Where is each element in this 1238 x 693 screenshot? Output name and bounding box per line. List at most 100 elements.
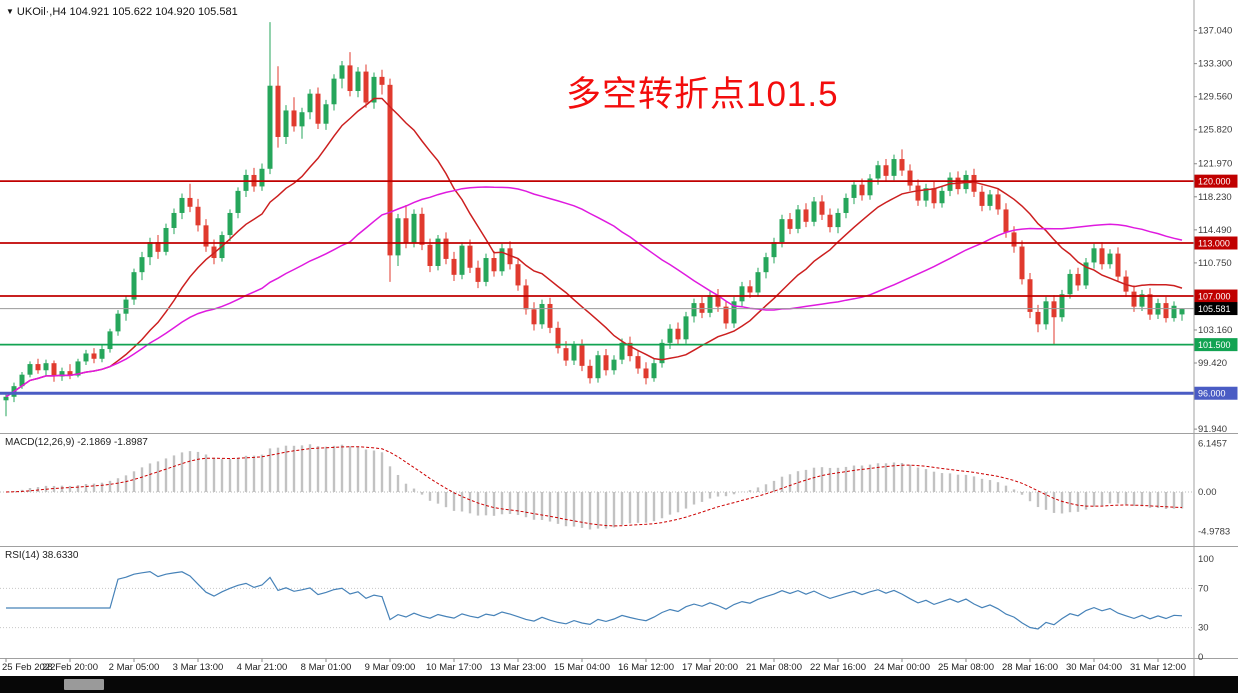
candle-body: [27, 364, 33, 375]
candle-body: [835, 212, 841, 228]
taskbar-item[interactable]: [64, 679, 104, 690]
candle-body: [987, 194, 993, 206]
candle-body: [867, 178, 873, 196]
candle-body: [539, 303, 545, 325]
time-axis-label: 9 Mar 09:00: [365, 662, 416, 673]
candle-body: [547, 303, 553, 328]
candle-body: [387, 84, 393, 256]
macd-signal-line: [5, 446, 1183, 527]
candle-body: [667, 328, 673, 343]
candle-body: [131, 272, 137, 300]
candle-body: [347, 65, 353, 92]
candle-body: [419, 213, 425, 245]
rsi-axis-label: 30: [1198, 623, 1209, 634]
price-axis-label: 110.750: [1198, 258, 1232, 269]
candle-body: [587, 365, 593, 379]
price-axis-label: 99.420: [1198, 358, 1227, 369]
time-axis-label: 22 Mar 16:00: [810, 662, 866, 673]
candle-body: [195, 206, 201, 226]
time-axis-label: 24 Mar 00:00: [874, 662, 930, 673]
candle-body: [179, 197, 185, 213]
candle-body: [795, 209, 801, 229]
time-axis-label: 15 Mar 04:00: [554, 662, 610, 673]
candle-body: [379, 76, 385, 85]
price-badge-96.000-label: 96.000: [1198, 389, 1226, 399]
candle-body: [491, 258, 497, 272]
candle-body: [707, 295, 713, 313]
candle-body: [819, 201, 825, 215]
price-axis-label: 125.820: [1198, 125, 1232, 136]
candle-body: [1139, 294, 1145, 307]
candle-body: [939, 190, 945, 204]
candle-body: [43, 363, 49, 371]
candle-body: [755, 272, 761, 293]
candle-body: [931, 188, 937, 204]
current-price-badge-label: 105.581: [1198, 304, 1231, 314]
price-axis-label: 137.040: [1198, 26, 1232, 37]
macd-axis-label: 6.1457: [1198, 438, 1227, 449]
ma-slow-line: [5, 186, 1183, 398]
candle-body: [115, 313, 121, 332]
candle-body: [163, 227, 169, 252]
candle-body: [859, 184, 865, 196]
candle-body: [675, 328, 681, 340]
candle-body: [427, 244, 433, 266]
time-axis-label: 28 Feb 20:00: [42, 662, 98, 673]
taskbar[interactable]: [0, 676, 1238, 693]
candle-body: [651, 363, 657, 379]
price-badge-101.500: [1194, 338, 1238, 352]
time-axis-label: 3 Mar 13:00: [173, 662, 224, 673]
candle-body: [1011, 232, 1017, 247]
candle-body: [531, 309, 537, 325]
candle-body: [851, 184, 857, 198]
candle-body: [1019, 246, 1025, 280]
candle-body: [891, 159, 897, 176]
rsi-axis-label: 100: [1198, 554, 1214, 565]
macd-axis-label: 0.00: [1198, 487, 1217, 498]
price-badge-107.000: [1194, 289, 1238, 303]
candle-body: [843, 197, 849, 213]
candle-body: [395, 218, 401, 256]
annotation-text[interactable]: 多空转折点101.5: [566, 75, 839, 114]
candle-body: [1075, 273, 1081, 286]
candle-body: [683, 316, 689, 340]
candle-body: [1091, 248, 1097, 263]
time-axis-label: 25 Feb 2022: [2, 662, 55, 673]
candle-body: [1131, 291, 1137, 307]
rsi-axis-label: 0: [1198, 652, 1203, 663]
symbol-info[interactable]: ▼ UKOil·,H4 104.921 105.622 104.920 105.5…: [6, 6, 238, 18]
candle-body: [603, 355, 609, 371]
candle-body: [75, 361, 81, 376]
candle-body: [307, 93, 313, 113]
candle-body: [803, 209, 809, 222]
candle-body: [1059, 294, 1065, 318]
candle-body: [451, 258, 457, 275]
time-axis-label: 25 Mar 08:00: [938, 662, 994, 673]
candle-body: [435, 238, 441, 266]
chart-canvas[interactable]: 137.040 133.300 129.560 125.820 121.970 118.2…: [0, 0, 1238, 676]
rsi-line: [6, 570, 1183, 630]
candle-body: [475, 267, 481, 282]
price-axis-background[interactable]: [1194, 0, 1238, 676]
candle-body: [563, 348, 569, 361]
candle-body: [763, 257, 769, 273]
time-axis-label: 31 Mar 12:00: [1130, 662, 1186, 673]
ma-fast-line: [5, 97, 1183, 398]
candle-body: [899, 159, 905, 171]
candle-body: [99, 349, 105, 359]
candle-body: [59, 371, 65, 377]
candle-body: [1003, 209, 1009, 233]
candle-body: [235, 190, 241, 213]
candle-body: [187, 197, 193, 207]
price-badge-113.000-label: 113.000: [1198, 239, 1230, 249]
candle-body: [35, 364, 41, 371]
price-badge-101.500-label: 101.500: [1198, 340, 1231, 350]
time-axis-label: 10 Mar 17:00: [426, 662, 482, 673]
candle-body: [811, 201, 817, 222]
candle-body: [659, 342, 665, 364]
price-badge-113.000: [1194, 236, 1238, 250]
price-axis-label: 103.160: [1198, 325, 1232, 336]
symbol-dropdown-icon[interactable]: ▼: [6, 7, 14, 16]
candle-body: [411, 213, 417, 244]
candle-body: [971, 174, 977, 192]
